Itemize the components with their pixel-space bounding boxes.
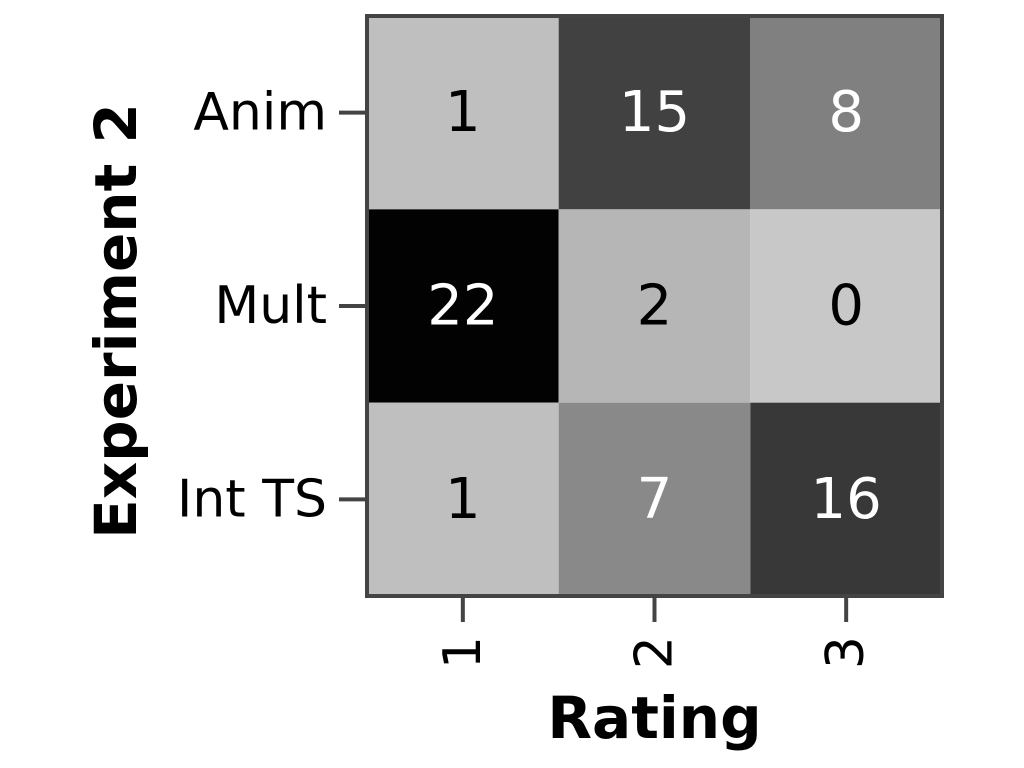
heatmap-cell [750, 209, 942, 403]
heatmap-cells [367, 16, 942, 596]
heatmap-cell [367, 16, 559, 210]
heatmap-cell [750, 16, 942, 210]
heatmap-cell [367, 209, 559, 403]
heatmap-cell [558, 402, 751, 596]
cell-value-label: 7 [637, 467, 673, 532]
y-tick-label: Mult [214, 276, 327, 336]
x-tick-label: 2 [625, 636, 685, 669]
y-axis-title: Experiment 2 [82, 103, 150, 539]
cell-value-label: 1 [445, 467, 481, 532]
x-axis-ticks: 1 2 3 [433, 596, 876, 669]
x-tick-label: 1 [433, 636, 493, 669]
y-tick-label: Int TS [177, 469, 327, 529]
heatmap-cell-labels: 1 15 822 2 01 7 16 [427, 80, 882, 532]
heatmap-cell [750, 402, 942, 596]
cell-value-label: 16 [811, 467, 882, 532]
x-axis-title: Rating [547, 684, 761, 752]
y-tick-label: Anim [193, 83, 327, 143]
heatmap-cell [558, 16, 751, 210]
cell-value-label: 22 [427, 274, 498, 339]
heatmap-cell [367, 402, 559, 596]
cell-value-label: 1 [445, 80, 481, 145]
y-axis-ticks: Anim Mult Int TS [177, 83, 367, 529]
x-tick-label: 3 [816, 636, 876, 669]
cell-value-label: 0 [828, 274, 864, 339]
heatmap-cell [558, 209, 751, 403]
cell-value-label: 15 [619, 80, 690, 145]
cell-value-label: 2 [637, 274, 673, 339]
cell-value-label: 8 [828, 80, 864, 145]
